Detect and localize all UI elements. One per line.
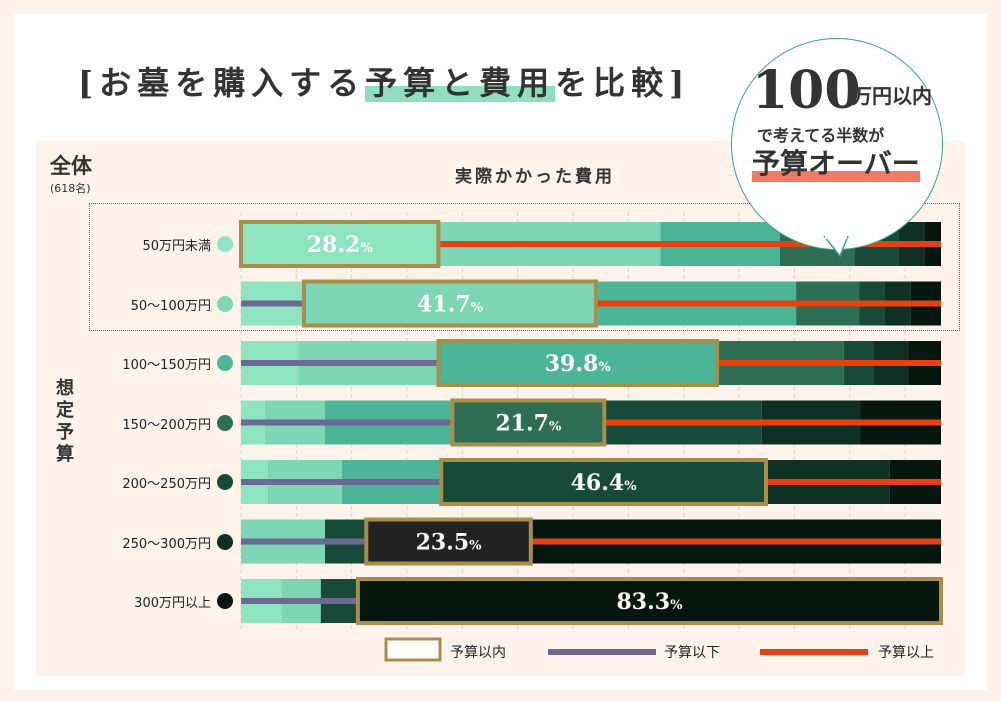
legend-under-label: 予算以下 (664, 645, 720, 661)
callout-emphasis: 予算オーバー (752, 142, 920, 182)
row-color-dot (217, 355, 233, 371)
row-color-dot (217, 533, 233, 550)
callout-subtext: で考えてる半数が (757, 126, 885, 145)
row-label: 50〜100万円 (130, 298, 211, 314)
page-title: [お墓を購入する予算と費用を比較] (78, 58, 690, 108)
legend-over-swatch (760, 649, 868, 655)
row-label: 200〜250万円 (122, 477, 211, 492)
row-color-dot (217, 295, 233, 312)
title-highlight: 予算と費用 (365, 64, 556, 102)
callout-unit: 万円以内 (852, 84, 932, 108)
row-label: 300万円以上 (134, 596, 211, 611)
overall-group-outline (89, 203, 960, 331)
row-label: 50万円未満 (142, 239, 211, 254)
overall-count: (618名) (50, 182, 91, 195)
row-color-dot (217, 414, 233, 431)
legend-box-swatch (384, 637, 442, 662)
title-suffix: を比較] (555, 64, 691, 102)
overall-label: 全体 (50, 154, 92, 178)
row-label: 250〜300万円 (122, 536, 211, 552)
row-color-dot (217, 236, 233, 252)
row-color-dot (217, 474, 233, 490)
actual-cost-header: 実際かかった費用 (455, 167, 615, 187)
legend-over-label: 予算以上 (878, 645, 934, 661)
callout-bubble-tail (823, 236, 849, 258)
row-label: 150〜200万円 (122, 417, 211, 433)
legend-under-swatch (548, 649, 656, 655)
row-color-dot (217, 593, 233, 609)
assumed-budget-label: 想定予算 (56, 378, 74, 465)
legend-within-label: 予算以内 (450, 645, 506, 661)
callout-number: 100 (752, 60, 861, 121)
title-prefix: [お墓を購入する (78, 64, 366, 102)
row-label: 100〜150万円 (122, 358, 211, 373)
